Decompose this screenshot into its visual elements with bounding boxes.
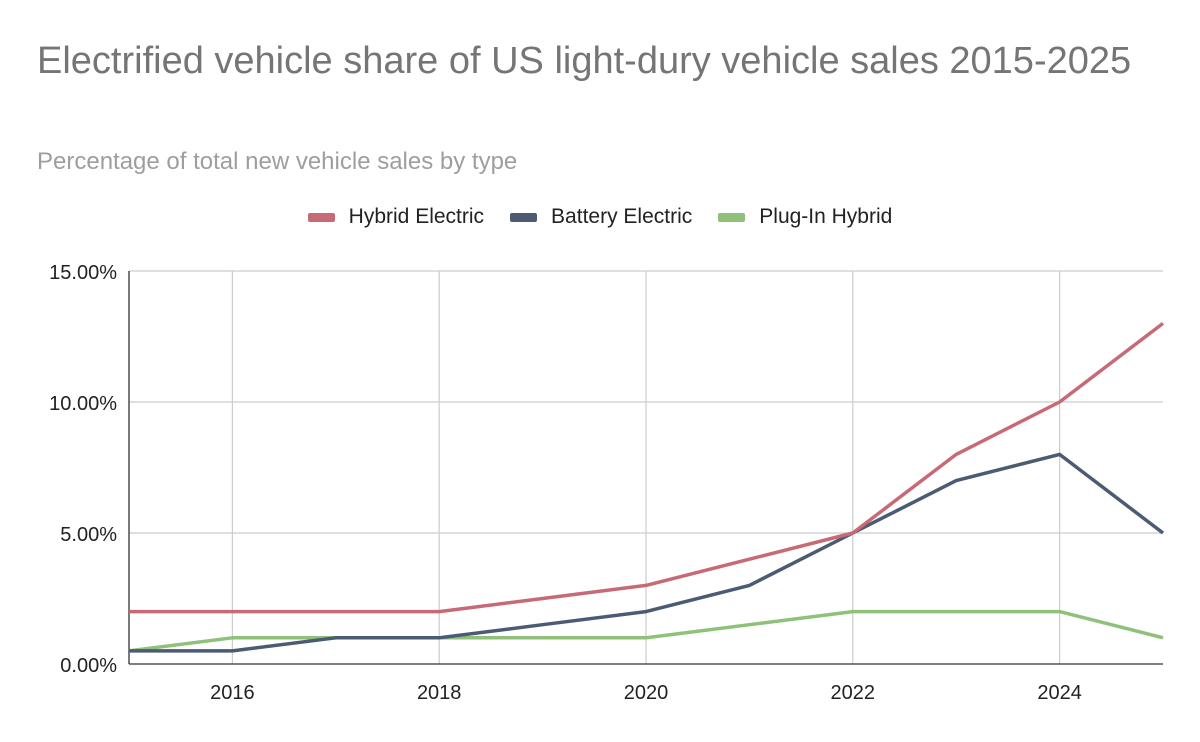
chart-subtitle: Percentage of total new vehicle sales by… bbox=[37, 148, 518, 175]
legend-item-hybrid-electric[interactable]: Hybrid Electric bbox=[307, 205, 485, 229]
axes bbox=[128, 271, 1163, 665]
series-line-battery-electric[interactable] bbox=[129, 452, 1165, 653]
y-tick-label: 0.00% bbox=[60, 655, 117, 677]
legend-item-plug-in-hybrid[interactable]: Plug-In Hybrid bbox=[718, 205, 892, 229]
grid bbox=[129, 270, 1163, 664]
series-line-hybrid-electric[interactable] bbox=[129, 322, 1165, 614]
tick-labels: 0.00% 5.00% 10.00% 15.00% 2016 2018 2020 2022 20… bbox=[49, 262, 1082, 704]
legend-swatch-hybrid-electric bbox=[307, 212, 335, 222]
x-tick-label: 2016 bbox=[210, 682, 255, 704]
legend-swatch-plug-in-hybrid bbox=[718, 212, 746, 222]
series-line-plug-in-hybrid[interactable] bbox=[128, 609, 1164, 653]
legend-label-battery-electric: Battery Electric bbox=[551, 205, 693, 228]
legend-item-battery-electric[interactable]: Battery Electric bbox=[510, 205, 692, 229]
y-tick-label: 15.00% bbox=[49, 262, 117, 284]
x-tick-label: 2022 bbox=[831, 682, 876, 704]
legend-swatch-battery-electric bbox=[510, 212, 538, 222]
legend-label-plug-in-hybrid: Plug-In Hybrid bbox=[759, 205, 893, 228]
legend: Hybrid Electric Battery Electric Plug-In… bbox=[0, 205, 1200, 229]
x-tick-label: 2018 bbox=[417, 682, 462, 704]
series-lines bbox=[128, 322, 1165, 653]
y-tick-label: 10.00% bbox=[49, 393, 117, 415]
chart-title: Electrified vehicle share of US light-du… bbox=[37, 40, 1132, 82]
x-tick-label: 2024 bbox=[1037, 682, 1082, 704]
x-tick-label: 2020 bbox=[624, 682, 669, 704]
legend-label-hybrid-electric: Hybrid Electric bbox=[348, 205, 485, 228]
y-tick-label: 5.00% bbox=[60, 524, 117, 546]
